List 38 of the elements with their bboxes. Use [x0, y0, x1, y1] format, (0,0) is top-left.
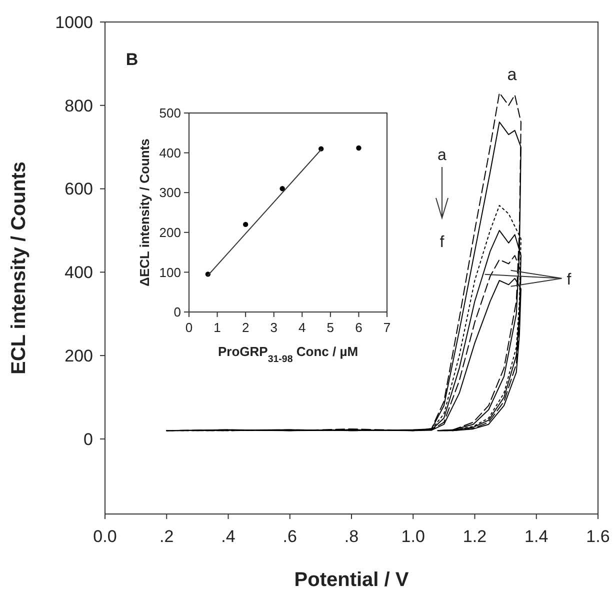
y-tick-label: 200 — [64, 346, 93, 366]
y-tick-label: 400 — [64, 263, 93, 282]
x-tick-label: .6 — [282, 527, 297, 546]
annotation: B — [126, 50, 138, 69]
annotation: f — [440, 234, 445, 251]
x-tick-label: 1.6 — [586, 527, 610, 546]
x-tick-label: 0 — [185, 320, 193, 335]
y-tick-label: 300 — [159, 185, 181, 200]
x-tick-label: 4 — [298, 320, 306, 335]
x-tick-label: .2 — [160, 527, 174, 546]
y-tick-label: 0 — [174, 304, 181, 320]
y-tick-label: 0 — [84, 430, 93, 449]
y-tick-label: 200 — [159, 224, 181, 240]
x-tick-label: 2 — [242, 320, 250, 335]
x-tick-label: .8 — [344, 527, 359, 546]
y-tick-label: 1000 — [55, 12, 93, 32]
x-tick-label: 7 — [383, 320, 391, 335]
annotation: f — [566, 271, 572, 288]
y-tick-label: 400 — [159, 145, 181, 160]
y-axis-title: ΔECL intensity / Counts — [137, 138, 152, 286]
y-tick-label: 500 — [159, 106, 181, 121]
annotation: a — [507, 65, 518, 84]
annotation: a — [438, 147, 447, 164]
x-tick-label: 3 — [270, 320, 278, 335]
x-tick-label: 0.0 — [93, 527, 117, 546]
x-axis-title: Potential / V — [294, 569, 410, 589]
x-tick-label: 1.0 — [401, 527, 425, 546]
x-tick-label: 5 — [326, 320, 334, 335]
y-tick-label: 800 — [64, 96, 93, 116]
y-axis-title: ECL intensity / Counts — [8, 162, 30, 374]
x-tick-label: 1.4 — [524, 527, 548, 546]
x-axis-title: ProGRP$_{31-98}$ Conc / µM — [218, 344, 358, 364]
x-tick-label: 1 — [214, 320, 221, 335]
y-tick-label: 600 — [64, 180, 93, 199]
x-tick-label: 6 — [355, 320, 362, 335]
x-tick-label: 1.2 — [462, 527, 487, 546]
y-tick-label: 100 — [159, 264, 181, 280]
x-tick-label: .4 — [221, 527, 236, 546]
